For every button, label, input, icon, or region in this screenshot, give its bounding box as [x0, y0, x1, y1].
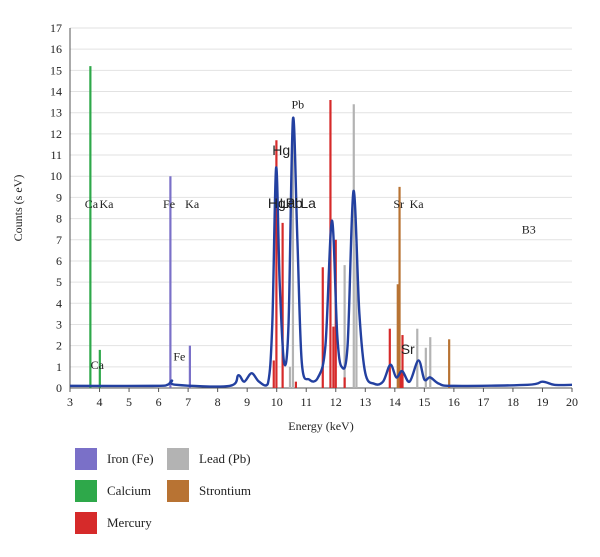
axes: [69, 28, 572, 389]
legend-label-calcium: Calcium: [107, 483, 152, 498]
legend-item-iron: Iron (Fe): [75, 448, 154, 470]
annotation-label: Ca: [91, 358, 105, 372]
y-tick-label: 17: [50, 21, 62, 35]
x-tick-label: 11: [300, 395, 312, 409]
x-tick-label: 12: [330, 395, 342, 409]
annotation-label: Fe: [163, 197, 175, 211]
annotation-label: Ka: [100, 197, 115, 211]
y-tick-label: 3: [56, 317, 62, 331]
y-tick-label: 5: [56, 275, 62, 289]
x-tick-label: 16: [448, 395, 460, 409]
legend-item-strontium: Strontium: [167, 480, 251, 502]
grid: [70, 27, 572, 389]
y-tick-label: 8: [56, 212, 62, 226]
legend-swatch-mercury: [75, 512, 97, 534]
y-tick-label: 7: [56, 233, 62, 247]
y-tick-label: 0: [56, 381, 62, 395]
x-tick-label: 17: [477, 395, 489, 409]
y-tick-label: 6: [56, 254, 62, 268]
legend-item-lead: Lead (Pb): [167, 448, 251, 470]
x-tick-label: 10: [271, 395, 283, 409]
y-tick-label: 15: [50, 63, 62, 77]
legend-swatch-calcium: [75, 480, 97, 502]
annotation-label: Sr: [401, 341, 415, 357]
annotation-label: La: [300, 195, 316, 211]
x-tick-label: 9: [244, 395, 250, 409]
legend-label-strontium: Strontium: [199, 483, 252, 498]
annotation-label: B3: [522, 222, 536, 236]
x-tick-label: 4: [97, 395, 103, 409]
x-tick-label: 20: [566, 395, 578, 409]
x-tick-label: 19: [536, 395, 548, 409]
y-tick-label: 11: [50, 148, 62, 162]
legend-item-calcium: Calcium: [75, 480, 151, 502]
legend: Iron (Fe) Lead (Pb) Calcium Strontium Me…: [75, 448, 335, 548]
x-tick-label: 6: [156, 395, 162, 409]
annotation-label: Hg: [268, 195, 286, 211]
x-tick-label: 14: [389, 395, 401, 409]
annotation-label: Fe: [173, 349, 185, 363]
legend-label-lead: Lead (Pb): [199, 451, 251, 466]
x-tick-label: 7: [185, 395, 191, 409]
spectrum-curve: [69, 116, 573, 388]
y-tick-label: 10: [50, 169, 62, 183]
legend-label-iron: Iron (Fe): [107, 451, 154, 466]
x-tick-label: 18: [507, 395, 519, 409]
annotation-label: Pb: [286, 195, 303, 211]
y-tick-label: 16: [50, 42, 62, 56]
annotation-label: Sr: [393, 197, 404, 211]
y-tick-label: 14: [50, 85, 62, 99]
x-tick-label: 3: [67, 395, 73, 409]
annotation-label: La: [280, 195, 296, 211]
x-tick-label: 5: [126, 395, 132, 409]
y-tick-label: 1: [56, 360, 62, 374]
annotation-label: Hg: [272, 142, 290, 158]
element-lines: [89, 66, 451, 388]
x-axis-label: Energy (keV): [288, 419, 353, 433]
annotation-label: Pb: [291, 97, 304, 111]
legend-swatch-lead: [167, 448, 189, 470]
x-tick-label: 8: [215, 395, 221, 409]
legend-swatch-iron: [75, 448, 97, 470]
legend-swatch-strontium: [167, 480, 189, 502]
x-tick-label: 15: [418, 395, 430, 409]
y-axis-label: Counts (s eV): [11, 175, 25, 242]
y-tick-label: 2: [56, 339, 62, 353]
annotation-label: Ka: [410, 197, 425, 211]
legend-label-mercury: Mercury: [107, 515, 152, 530]
y-tick-label: 13: [50, 106, 62, 120]
y-tick-label: 4: [56, 296, 62, 310]
legend-item-mercury: Mercury: [75, 512, 152, 534]
y-tick-label: 12: [50, 127, 62, 141]
tick-labels: 3 4 5 6 7 8 9 10 11 12 13 14 15 16 17 18 19 2001234567891…: [50, 21, 578, 409]
y-tick-label: 9: [56, 190, 62, 204]
annotation-label: Ka: [185, 197, 200, 211]
x-tick-label: 13: [359, 395, 371, 409]
spectrum-curve-group: [69, 116, 573, 388]
annotation-label: Ca: [85, 197, 99, 211]
